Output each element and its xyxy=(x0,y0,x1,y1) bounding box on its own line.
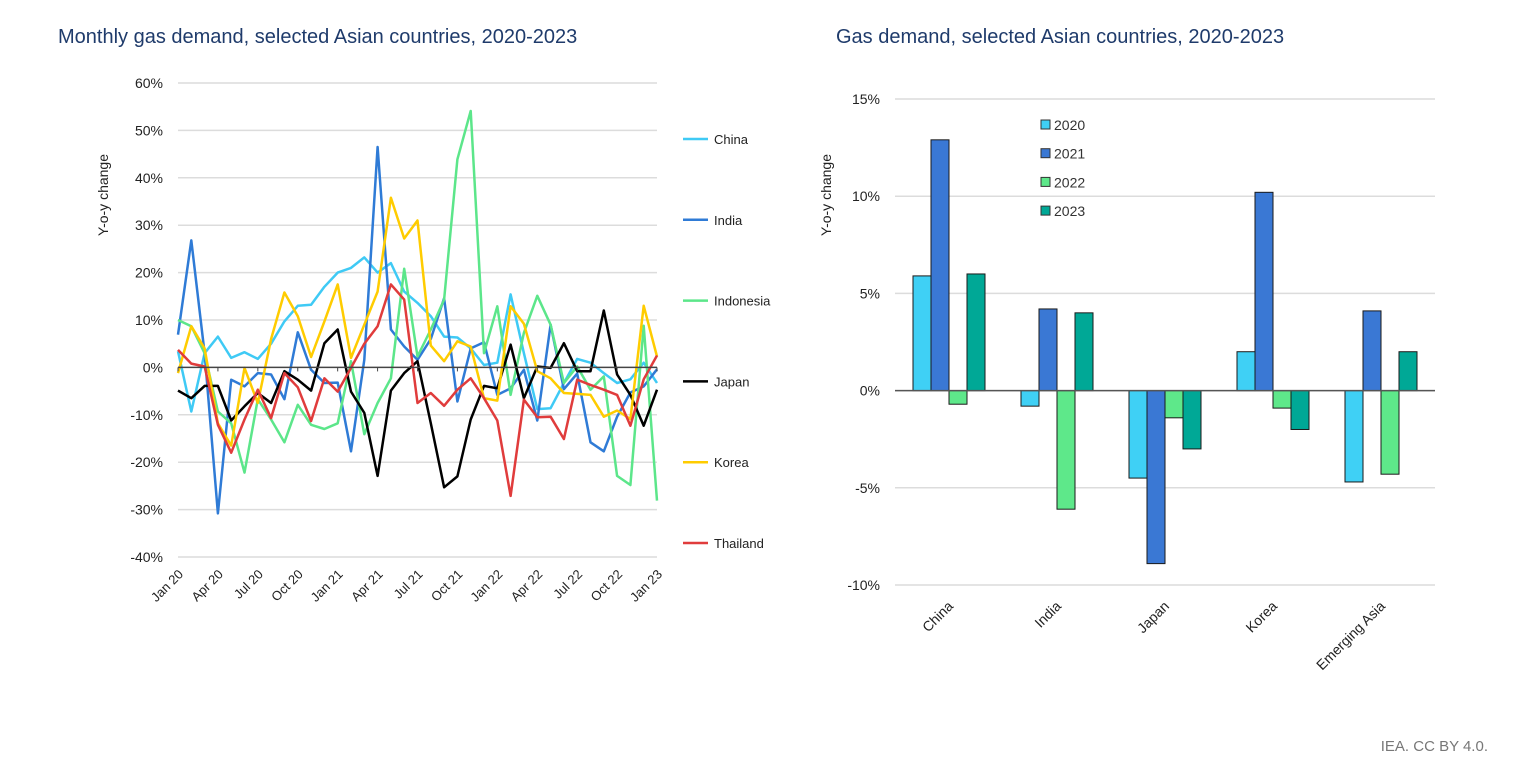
x-tick-label: Jul 22 xyxy=(550,567,585,602)
y-tick-label: -5% xyxy=(855,480,880,496)
series-line-china xyxy=(176,256,659,413)
series-line-korea xyxy=(176,196,659,447)
bar-china-2020 xyxy=(912,275,932,392)
bar-china-2021 xyxy=(930,139,950,392)
y-tick-label: 10% xyxy=(852,188,880,204)
bar-korea-2021 xyxy=(1254,191,1274,392)
x-tick-label: Oct 21 xyxy=(428,567,466,605)
bar-chart-title: Gas demand, selected Asian countries, 20… xyxy=(836,26,1285,48)
legend-swatch xyxy=(1040,148,1051,159)
y-tick-label: -10% xyxy=(130,407,163,423)
y-tick-label: 0% xyxy=(860,383,880,399)
bar-emerging-asia-2021 xyxy=(1362,310,1382,392)
legend-label: 2020 xyxy=(1054,117,1085,133)
y-tick-label: 50% xyxy=(135,122,163,138)
x-tick-label: Jan 21 xyxy=(308,567,346,605)
legend-swatch xyxy=(1040,205,1051,216)
bar-india-2021 xyxy=(1038,308,1058,392)
legend-label: Korea xyxy=(714,455,749,470)
legend-swatch xyxy=(1040,176,1051,187)
bar-emerging-asia-2022 xyxy=(1380,390,1400,475)
legend-label: 2023 xyxy=(1054,203,1085,219)
legend-label: 2021 xyxy=(1054,146,1085,162)
y-axis-title: Y-o-y change xyxy=(95,154,111,236)
y-tick-label: 60% xyxy=(135,75,163,91)
legend-swatch xyxy=(1040,119,1051,130)
y-tick-label: -30% xyxy=(130,502,163,518)
y-axis-title: Y-o-y change xyxy=(818,154,834,236)
bar-japan-2020 xyxy=(1128,390,1148,479)
bar-japan-2023 xyxy=(1182,390,1202,450)
y-tick-label: -20% xyxy=(130,454,163,470)
bar-china-2022 xyxy=(948,390,968,405)
category-label: Japan xyxy=(1134,598,1172,636)
x-tick-label: Jul 20 xyxy=(231,567,266,602)
category-label: China xyxy=(919,598,956,635)
category-label: India xyxy=(1031,598,1064,631)
category-label: Emerging Asia xyxy=(1313,598,1388,673)
y-tick-label: 20% xyxy=(135,265,163,281)
legend-label: Thailand xyxy=(714,536,764,551)
x-tick-label: Jul 21 xyxy=(390,567,425,602)
bar-emerging-asia-2020 xyxy=(1344,390,1364,483)
category-label: Korea xyxy=(1242,598,1280,636)
legend-label: India xyxy=(714,213,743,228)
x-tick-label: Jan 22 xyxy=(467,567,505,605)
bar-korea-2022 xyxy=(1272,390,1292,409)
legend-label: Indonesia xyxy=(714,294,771,309)
bar-korea-2023 xyxy=(1290,390,1310,430)
bar-japan-2022 xyxy=(1164,390,1184,419)
x-tick-label: Oct 22 xyxy=(588,567,626,605)
y-tick-label: 15% xyxy=(852,91,880,107)
series-line-thailand xyxy=(177,283,659,498)
y-tick-label: 10% xyxy=(135,312,163,328)
x-tick-label: Jan 23 xyxy=(627,567,665,605)
y-tick-label: 30% xyxy=(135,217,163,233)
y-tick-label: -10% xyxy=(847,577,880,593)
x-tick-label: Apr 22 xyxy=(508,567,546,605)
bar-china-2023 xyxy=(966,273,986,392)
x-tick-label: Apr 20 xyxy=(188,567,226,605)
legend-label: China xyxy=(714,132,749,147)
y-tick-label: 40% xyxy=(135,170,163,186)
x-tick-label: Apr 21 xyxy=(348,567,386,605)
bar-korea-2020 xyxy=(1236,351,1256,392)
x-tick-label: Jan 20 xyxy=(148,567,186,605)
bar-emerging-asia-2023 xyxy=(1398,351,1418,392)
bar-india-2020 xyxy=(1020,390,1040,407)
bar-india-2023 xyxy=(1074,312,1094,392)
bar-japan-2021 xyxy=(1146,390,1166,565)
bar-india-2022 xyxy=(1056,390,1076,510)
y-tick-label: 5% xyxy=(860,285,880,301)
footer-credit: IEA. CC BY 4.0. xyxy=(1380,738,1488,755)
series-line-india xyxy=(176,145,658,515)
y-tick-label: -40% xyxy=(130,549,163,565)
line-chart-title: Monthly gas demand, selected Asian count… xyxy=(58,26,578,48)
series-line-indonesia xyxy=(177,109,659,501)
legend-label: 2022 xyxy=(1054,174,1085,190)
y-tick-label: 0% xyxy=(143,359,163,375)
legend-label: Japan xyxy=(714,374,749,389)
x-tick-label: Oct 20 xyxy=(268,567,306,605)
